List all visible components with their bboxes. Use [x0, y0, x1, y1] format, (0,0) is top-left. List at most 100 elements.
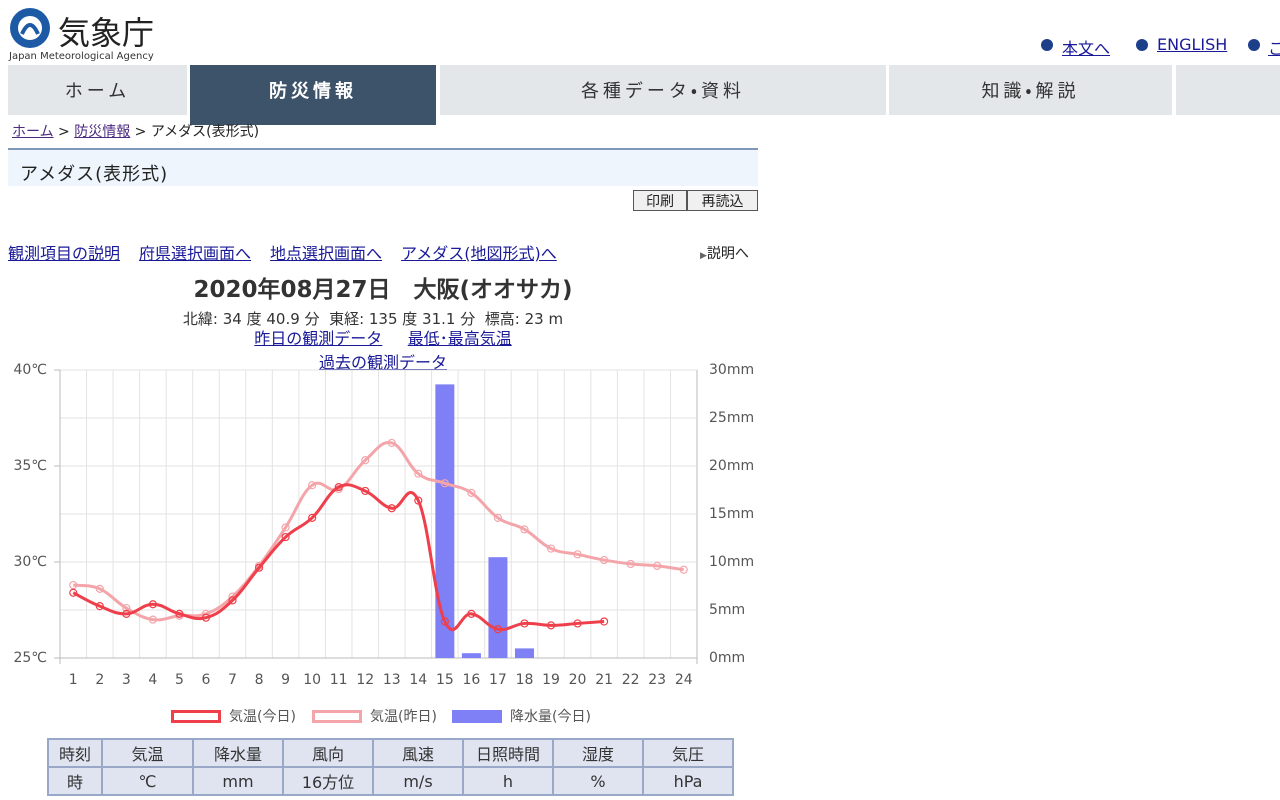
point: [600, 617, 609, 626]
header-link[interactable]: こ: [1268, 39, 1280, 58]
x-tick-label: 4: [148, 672, 157, 688]
bar: [488, 557, 508, 658]
bar: [514, 648, 534, 658]
y-tick-label: 35℃: [13, 458, 47, 474]
help-link[interactable]: ▶説明へ: [700, 246, 749, 262]
x-tick-label: 5: [175, 672, 184, 688]
help-link-text[interactable]: 説明へ: [706, 246, 749, 262]
point: [308, 513, 317, 522]
point: [201, 613, 211, 622]
link-row: 観測項目の説明 府県選択画面へ 地点選択画面へ アメダス(地図形式)へ: [8, 240, 557, 264]
y2-tick-label: 20mm: [709, 458, 754, 474]
point: [281, 523, 290, 532]
bullet: [1041, 39, 1053, 51]
point: [467, 609, 476, 618]
x-tick-label: 3: [122, 672, 131, 688]
x-tick-label: 13: [383, 672, 401, 688]
breadcrumb-current: アメダス(表形式): [150, 124, 260, 140]
point: [520, 619, 529, 628]
x-tick-label: 24: [675, 672, 693, 688]
link[interactable]: 地点選択画面へ: [270, 244, 383, 263]
point: [440, 479, 449, 488]
point: [493, 513, 503, 522]
nav-item[interactable]: 防災情報: [190, 65, 436, 125]
table-cell: 気温: [101, 738, 194, 768]
button[interactable]: 再読込: [687, 190, 758, 211]
table-cell: h: [462, 766, 554, 796]
nav-item: [1176, 65, 1280, 115]
point: [414, 496, 423, 505]
x-tick-label: 19: [542, 672, 560, 688]
table-cell: 風向: [282, 738, 374, 768]
legend-swatch: [312, 710, 362, 723]
header-link[interactable]: 本文へ: [1062, 39, 1111, 58]
x-tick-label: 1: [69, 672, 78, 688]
button[interactable]: 印刷: [633, 190, 687, 211]
x-tick-label: 6: [202, 672, 211, 688]
link[interactable]: 観測項目の説明: [8, 244, 121, 263]
y-tick-label: 25℃: [13, 650, 47, 666]
bar: [461, 653, 481, 658]
x-tick-label: 8: [255, 672, 264, 688]
table-cell: mm: [192, 766, 284, 796]
link[interactable]: 最低･最高気温: [407, 329, 512, 348]
breadcrumb: ホーム > 防災情報 > アメダス(表形式): [12, 124, 260, 140]
point: [679, 565, 688, 574]
nav-item[interactable]: 知識・解説: [889, 65, 1172, 115]
table-units-row: 時 ℃ mm 16方位 m/s h% hPa: [47, 766, 734, 796]
point: [254, 563, 264, 572]
logo-title: 気象庁: [58, 14, 155, 52]
breadcrumb-link[interactable]: ホーム: [12, 124, 54, 140]
point: [440, 617, 449, 626]
logo-subtitle: Japan Meteorological Agency: [9, 51, 154, 62]
table-cell: hPa: [642, 766, 734, 796]
link[interactable]: 府県選択画面へ: [139, 244, 252, 263]
x-tick-label: 7: [228, 672, 237, 688]
x-tick-label: 23: [648, 672, 666, 688]
point: [520, 525, 529, 534]
table-cell: 気圧: [642, 738, 734, 768]
x-tick-label: 16: [462, 672, 480, 688]
bullet: [1136, 39, 1148, 51]
x-tick-label: 2: [95, 672, 104, 688]
point: [546, 621, 556, 630]
link[interactable]: 過去の観測データ: [318, 353, 447, 372]
logo-icon: [10, 8, 50, 48]
legend-swatch: [452, 710, 502, 723]
x-tick-label: 14: [409, 672, 427, 688]
station-links: 昨日の観測データ 最低･最高気温 過去の観測データ: [0, 325, 766, 373]
link[interactable]: アメダス(地図形式)へ: [401, 244, 557, 263]
chart-title: 2020年08月27日 大阪(オオサカ): [193, 277, 573, 303]
nav-item[interactable]: 各種データ・資料: [440, 65, 886, 115]
line: [72, 483, 605, 632]
x-tick-label: 9: [281, 672, 290, 688]
data-table: 時刻 気温 降水量 風向 風速 日照時間 湿度 気圧 時 ℃ mm 16方位 m/s h% hPa: [47, 738, 734, 796]
point: [228, 596, 237, 605]
point: [95, 584, 104, 593]
y2-tick-label: 30mm: [709, 362, 754, 378]
point: [573, 619, 582, 628]
point: [626, 559, 635, 569]
point: [493, 625, 503, 634]
point: [573, 550, 582, 559]
point: [281, 532, 290, 542]
table-cell: 16方位: [282, 766, 374, 796]
point: [95, 602, 104, 611]
legend-label: 気温(昨日): [370, 709, 437, 725]
x-tick-label: 12: [356, 672, 374, 688]
point: [546, 544, 556, 553]
point: [600, 555, 609, 565]
table-cell: 降水量: [192, 738, 284, 768]
header-link[interactable]: ENGLISH: [1157, 35, 1228, 54]
bullet: [1248, 39, 1260, 51]
breadcrumb-link[interactable]: 防災情報: [74, 124, 131, 140]
x-tick-label: 21: [595, 672, 613, 688]
x-tick-label: 22: [622, 672, 640, 688]
y2-tick-label: 10mm: [709, 554, 754, 570]
nav-item[interactable]: ホーム: [8, 65, 187, 115]
point: [467, 488, 476, 497]
link[interactable]: 昨日の観測データ: [254, 329, 383, 348]
point: [653, 561, 662, 570]
table-cell: 風速: [372, 738, 464, 768]
